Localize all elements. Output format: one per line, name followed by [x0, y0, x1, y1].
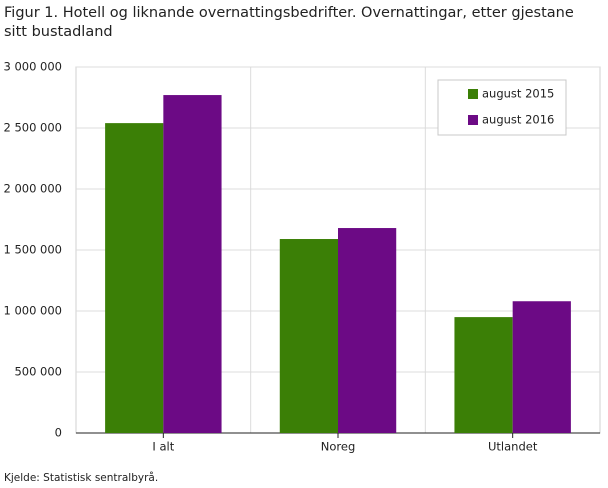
y-tick-label: 1 500 000 [3, 243, 62, 257]
y-tick-label: 0 [55, 426, 62, 440]
legend-swatch [468, 89, 478, 99]
x-tick-label: Utlandet [488, 440, 538, 454]
chart: 0 500 000 1 000 000 1 500 000 2 000 000 2 500… [3, 60, 601, 454]
y-tick-label: 2 000 000 [3, 182, 62, 196]
y-tick-label: 2 500 000 [3, 121, 62, 135]
y-tick-label: 500 000 [14, 365, 62, 379]
legend-box [437, 79, 567, 136]
legend-swatch [468, 115, 478, 125]
bar [163, 95, 222, 433]
bar [512, 301, 571, 433]
bar [105, 123, 164, 434]
chart-title: Figur 1. Hotell og liknande overnattings… [4, 5, 574, 40]
x-tick-label: Noreg [321, 440, 356, 454]
source-note: Kjelde: Statistisk sentralbyrå. [4, 472, 159, 484]
bar [338, 228, 397, 433]
y-tick-label: 3 000 000 [3, 60, 62, 74]
bar [279, 239, 338, 433]
y-tick-label: 1 000 000 [3, 304, 62, 318]
bar [454, 317, 513, 433]
legend-label: august 2015 [482, 87, 554, 101]
legend-label: august 2016 [482, 113, 554, 127]
x-tick-label: I alt [152, 440, 174, 454]
